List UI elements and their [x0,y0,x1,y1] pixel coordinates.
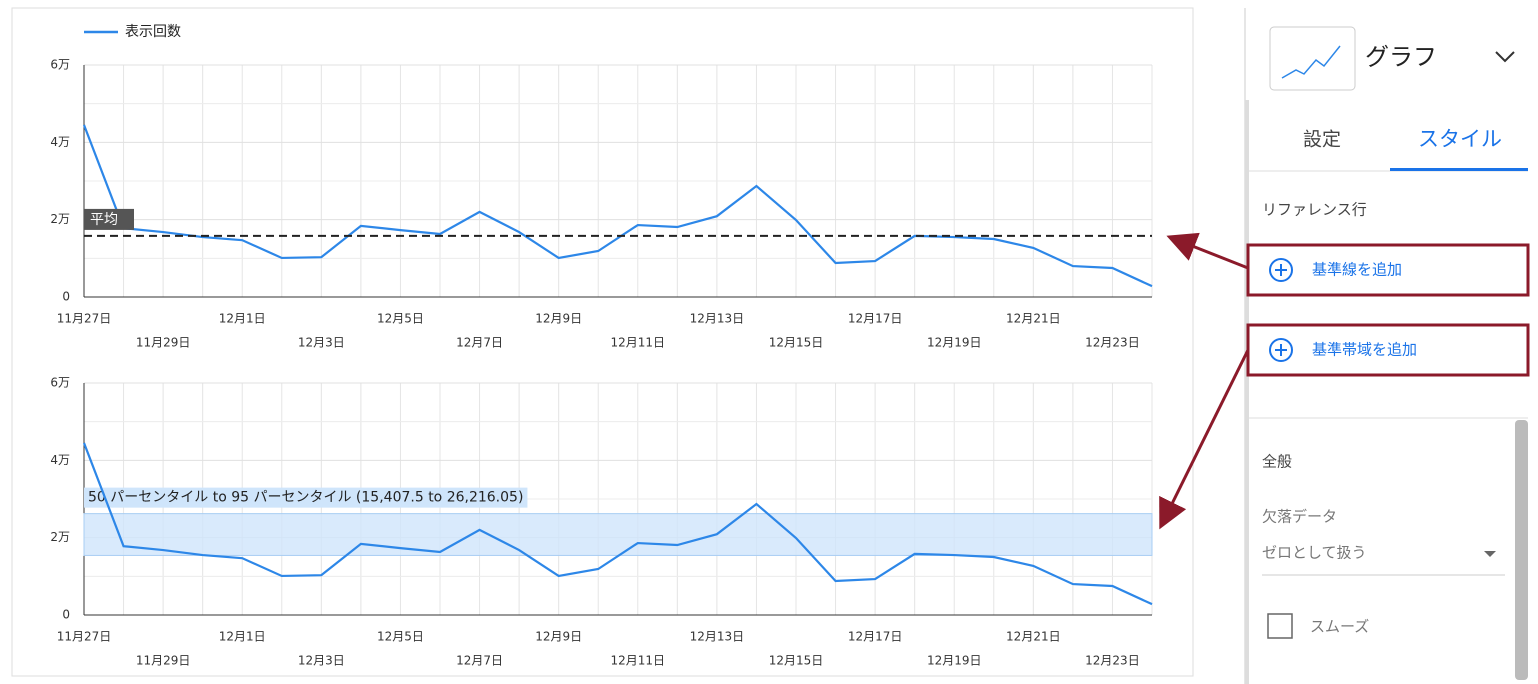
chart-type: グラフ [1365,43,1437,71]
add-icon[interactable] [1269,338,1293,362]
scrollbar[interactable] [1515,420,1528,680]
series-line [82,124,1153,288]
x-tick-label: 11月27日 [57,312,112,326]
field-label: 欠落データ [1262,508,1337,526]
x-tick-label: 12月13日 [690,312,745,326]
legend-label: 表示回数 [125,24,181,40]
x-tick-label: 12月21日 [1006,312,1061,326]
y-tick-label: 6万 [50,376,70,390]
x-tick-label: 12月23日 [1085,336,1140,350]
chart-type-icon[interactable] [1269,26,1356,91]
x-tick-label: 12月23日 [1085,654,1140,668]
chevron[interactable] [1495,51,1515,63]
reference-band [83,513,1153,556]
x-tick-label: 12月9日 [535,312,582,326]
x-tick-label: 11月29日 [136,336,191,350]
series-line [82,442,1153,606]
x-tick-label: 12月5日 [377,312,424,326]
x-tick-label: 12月7日 [456,654,503,668]
add-button[interactable]: 基準帯域を追加 [1312,341,1417,359]
reference-label-bg [84,208,134,230]
label-bg [84,487,528,508]
y-tick-label: 0 [62,608,70,622]
add-icon[interactable] [1269,258,1293,282]
x-tick-label: 11月27日 [57,630,112,644]
x-tick-label: 11月29日 [136,654,191,668]
x-tick-label: 12月3日 [298,336,345,350]
tab[interactable]: 設定 [1303,129,1341,151]
dropdown[interactable]: ゼロとして扱う [1262,544,1367,562]
section-title: リファレンス行 [1262,201,1367,219]
panel-edge [1245,100,1249,684]
x-tick-label: 12月19日 [927,654,982,668]
x-tick-label: 12月3日 [298,654,345,668]
highlight [1246,243,1530,297]
y-tick-label: 2万 [50,530,70,544]
y-tick-label: 0 [62,290,70,304]
x-tick-label: 12月13日 [690,630,745,644]
y-tick-label: 2万 [50,212,70,226]
y-tick-label: 4万 [50,135,70,149]
y-tick-label: 6万 [50,58,70,72]
x-tick-label: 12月15日 [769,336,824,350]
x-tick-label: 12月1日 [219,312,266,326]
dropdown-arrow [1484,551,1496,557]
add-plus [1275,344,1287,356]
icon-line [1281,45,1341,79]
arrow [1159,349,1250,530]
add-button[interactable]: 基準線を追加 [1312,261,1402,279]
arrow [1166,232,1249,270]
x-tick-label: 12月15日 [769,654,824,668]
x-tick-label: 12月11日 [611,654,666,668]
x-tick-label: 12月17日 [848,312,903,326]
x-tick-label: 12月19日 [927,336,982,350]
checkbox[interactable] [1267,613,1293,639]
reference-band-label: 50 パーセンタイル to 95 パーセンタイル (15,407.5 to 26… [88,490,523,506]
section-title: 全般 [1262,453,1292,471]
x-tick-label: 12月17日 [848,630,903,644]
x-tick-label: 12月9日 [535,630,582,644]
chart-frame [11,7,1194,677]
tab-active[interactable]: スタイル [1418,127,1502,151]
y-tick-label: 4万 [50,453,70,467]
add-plus [1275,264,1287,276]
x-tick-label: 12月1日 [219,630,266,644]
tab-underline [1390,168,1528,171]
checkbox-label: スムーズ [1310,618,1369,636]
x-tick-label: 12月11日 [611,336,666,350]
x-tick-label: 12月7日 [456,336,503,350]
x-tick-label: 12月5日 [377,630,424,644]
reference-line-label: 平均 [90,212,118,228]
x-tick-label: 12月21日 [1006,630,1061,644]
